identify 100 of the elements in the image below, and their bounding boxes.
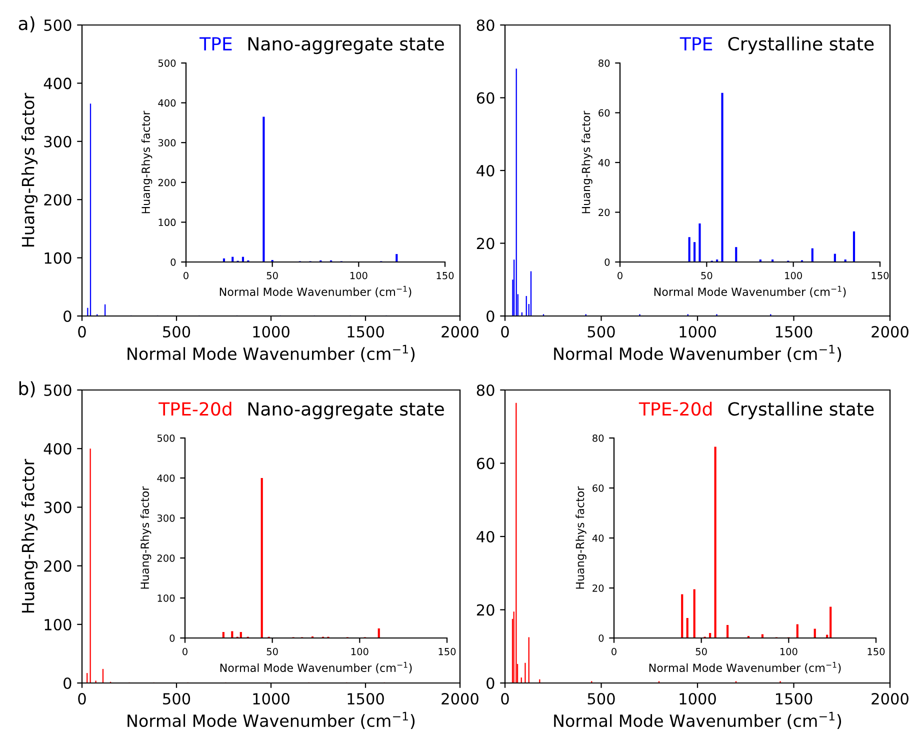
x-tick-label: 100 [350, 272, 368, 280]
y-tick-label: 60 [476, 458, 494, 470]
y-tick-label: 300 [158, 139, 176, 146]
y-tick-label: 20 [476, 238, 494, 250]
x-tick-label: 0 [78, 326, 86, 338]
y-tick-label: 500 [158, 59, 176, 67]
y-tick-label: 0 [170, 258, 176, 266]
y-tick-label: 300 [44, 502, 72, 514]
y-tick-label: 200 [158, 178, 176, 186]
text: Crystalline state [728, 36, 874, 54]
text: b) [19, 381, 35, 398]
x-tick-label: 0 [618, 272, 622, 280]
text: TPE-20d [638, 402, 712, 416]
x-tick-label: 0 [78, 692, 86, 705]
y-tick-label: 500 [44, 19, 72, 32]
y-tick-label: 300 [157, 514, 175, 522]
y-tick-label: 200 [157, 554, 175, 562]
x-tick-label: 2000 [442, 326, 478, 338]
text: TPE [680, 37, 712, 50]
y-tick-label: 200 [44, 194, 72, 206]
y-axis-title: Huang-Rhys factor [576, 486, 586, 589]
text: Nano-aggregate state [248, 402, 444, 420]
x-tick-label: 100 [351, 648, 368, 656]
x-tick-label: 50 [266, 648, 278, 656]
x-tick-label: 150 [872, 272, 889, 280]
y-tick-label: 40 [476, 164, 494, 177]
y-tick-label: 40 [598, 158, 610, 166]
x-axis-title: Normal Mode Wavenumber (cm$^{−1}$) [128, 712, 415, 730]
y-tick-label: 80 [476, 19, 494, 32]
y-axis-title: Huang-Rhys factor [582, 110, 592, 214]
y-tick-label: 300 [44, 136, 72, 148]
x-tick-label: 1500 [348, 692, 384, 705]
x-tick-label: 150 [438, 648, 456, 656]
x-axis-title: Normal Mode Wavenumber (cm$^{−1}$) [554, 344, 842, 362]
x-tick-label: 1000 [680, 692, 716, 705]
y-tick-label: 80 [592, 434, 604, 442]
y-axis-title: Huang-Rhys factor [21, 458, 38, 613]
x-tick-label: 0 [182, 648, 188, 656]
y-tick-label: 0 [170, 634, 175, 642]
x-tick-label: 150 [436, 272, 454, 280]
y-axis-title: Huang-Rhys factor [21, 92, 38, 247]
y-tick-label: 80 [476, 384, 494, 396]
x-tick-label: 1500 [776, 692, 812, 705]
y-tick-label: 20 [598, 208, 610, 216]
x-tick-label: 1000 [680, 326, 716, 338]
x-tick-label: 1000 [253, 326, 290, 338]
y-tick-label: 400 [44, 443, 72, 455]
x-tick-label: 2000 [872, 692, 908, 705]
text: Crystalline state [728, 402, 874, 420]
y-tick-label: 60 [598, 109, 610, 117]
text: Nano-aggregate state [248, 37, 444, 54]
x-axis-title: Normal Mode Wavenumber (cm$^{−1}$) [220, 662, 412, 674]
y-axis-title: Huang-Rhys factor [141, 110, 152, 214]
x-axis-title: Normal Mode Wavenumber (cm$^{−1}$) [220, 286, 412, 298]
y-tick-label: 0 [486, 310, 494, 322]
x-axis-title: Normal Mode Wavenumber (cm$^{−1}$) [654, 286, 846, 298]
y-tick-label: 0 [64, 310, 72, 322]
y-tick-label: 80 [598, 59, 610, 67]
y-tick-label: 100 [44, 618, 72, 630]
text: TPE [200, 37, 232, 50]
y-tick-label: 400 [157, 474, 175, 482]
x-tick-label: 1000 [253, 692, 290, 705]
y-tick-label: 100 [158, 218, 176, 226]
y-axis-title: Huang-Rhys factor [140, 486, 152, 589]
y-tick-label: 40 [476, 530, 494, 543]
y-tick-label: 40 [592, 534, 604, 542]
y-tick-label: 100 [158, 594, 175, 602]
y-tick-label: 20 [592, 584, 604, 592]
x-tick-label: 100 [780, 648, 798, 656]
x-tick-label: 0 [501, 326, 509, 338]
x-tick-label: 100 [785, 272, 802, 280]
text: TPE-20d [158, 402, 232, 416]
y-tick-label: 0 [64, 677, 72, 690]
y-tick-label: 500 [157, 434, 175, 442]
x-axis-title: Normal Mode Wavenumber (cm$^{−1}$) [649, 662, 841, 674]
x-tick-label: 50 [266, 272, 278, 280]
y-tick-label: 20 [476, 604, 494, 616]
x-tick-label: 2000 [872, 326, 908, 338]
y-tick-label: 400 [158, 99, 176, 107]
y-tick-label: 100 [44, 252, 72, 264]
x-tick-label: 50 [701, 272, 712, 280]
x-tick-label: 0 [612, 648, 616, 656]
x-axis-title: Normal Mode Wavenumber (cm$^{−1}$) [128, 344, 415, 362]
y-tick-label: 500 [44, 384, 72, 396]
y-tick-label: 400 [44, 78, 72, 90]
x-tick-label: 2000 [442, 692, 478, 705]
x-tick-label: 1500 [776, 326, 812, 338]
x-tick-label: 1500 [348, 326, 384, 338]
text: a) [18, 16, 34, 32]
y-tick-label: 0 [598, 634, 604, 642]
x-tick-label: 50 [696, 648, 707, 656]
x-tick-label: 0 [184, 272, 188, 280]
y-tick-label: 0 [604, 258, 610, 266]
x-tick-label: 150 [868, 648, 885, 656]
y-tick-label: 0 [486, 677, 494, 690]
x-axis-title: Normal Mode Wavenumber (cm$^{−1}$) [554, 712, 842, 730]
y-tick-label: 200 [44, 560, 72, 572]
y-tick-label: 60 [476, 92, 494, 104]
x-tick-label: 0 [501, 692, 509, 705]
y-tick-label: 60 [592, 484, 604, 492]
